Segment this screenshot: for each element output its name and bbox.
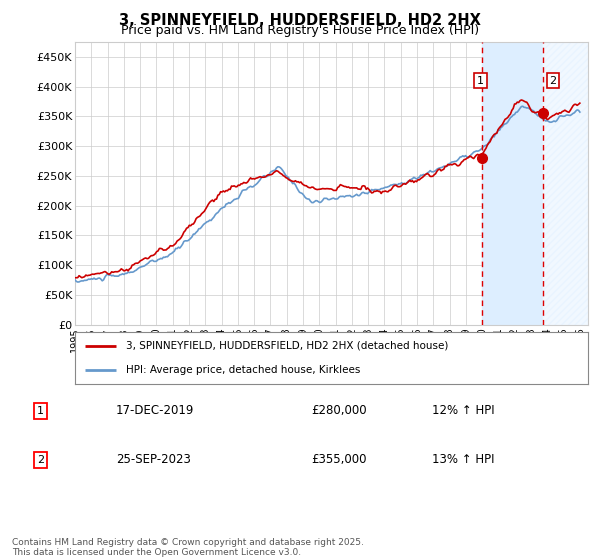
Text: £355,000: £355,000 — [311, 453, 367, 466]
Text: £280,000: £280,000 — [311, 404, 367, 417]
Text: 17-DEC-2019: 17-DEC-2019 — [116, 404, 194, 417]
Bar — [482, 42, 543, 325]
Text: 2: 2 — [550, 76, 557, 86]
Text: 2: 2 — [37, 455, 44, 465]
Text: 3, SPINNEYFIELD, HUDDERSFIELD, HD2 2HX (detached house): 3, SPINNEYFIELD, HUDDERSFIELD, HD2 2HX (… — [127, 341, 449, 351]
Text: HPI: Average price, detached house, Kirklees: HPI: Average price, detached house, Kirk… — [127, 365, 361, 375]
Text: 12% ↑ HPI: 12% ↑ HPI — [433, 404, 495, 417]
Bar — [543, 42, 588, 325]
Text: 13% ↑ HPI: 13% ↑ HPI — [433, 453, 495, 466]
Text: 3, SPINNEYFIELD, HUDDERSFIELD, HD2 2HX: 3, SPINNEYFIELD, HUDDERSFIELD, HD2 2HX — [119, 13, 481, 29]
Text: 1: 1 — [477, 76, 484, 86]
Text: Price paid vs. HM Land Registry's House Price Index (HPI): Price paid vs. HM Land Registry's House … — [121, 24, 479, 36]
Bar — [543, 42, 588, 325]
Text: Contains HM Land Registry data © Crown copyright and database right 2025.
This d: Contains HM Land Registry data © Crown c… — [12, 538, 364, 557]
Text: 1: 1 — [37, 406, 44, 416]
Text: 25-SEP-2023: 25-SEP-2023 — [116, 453, 191, 466]
